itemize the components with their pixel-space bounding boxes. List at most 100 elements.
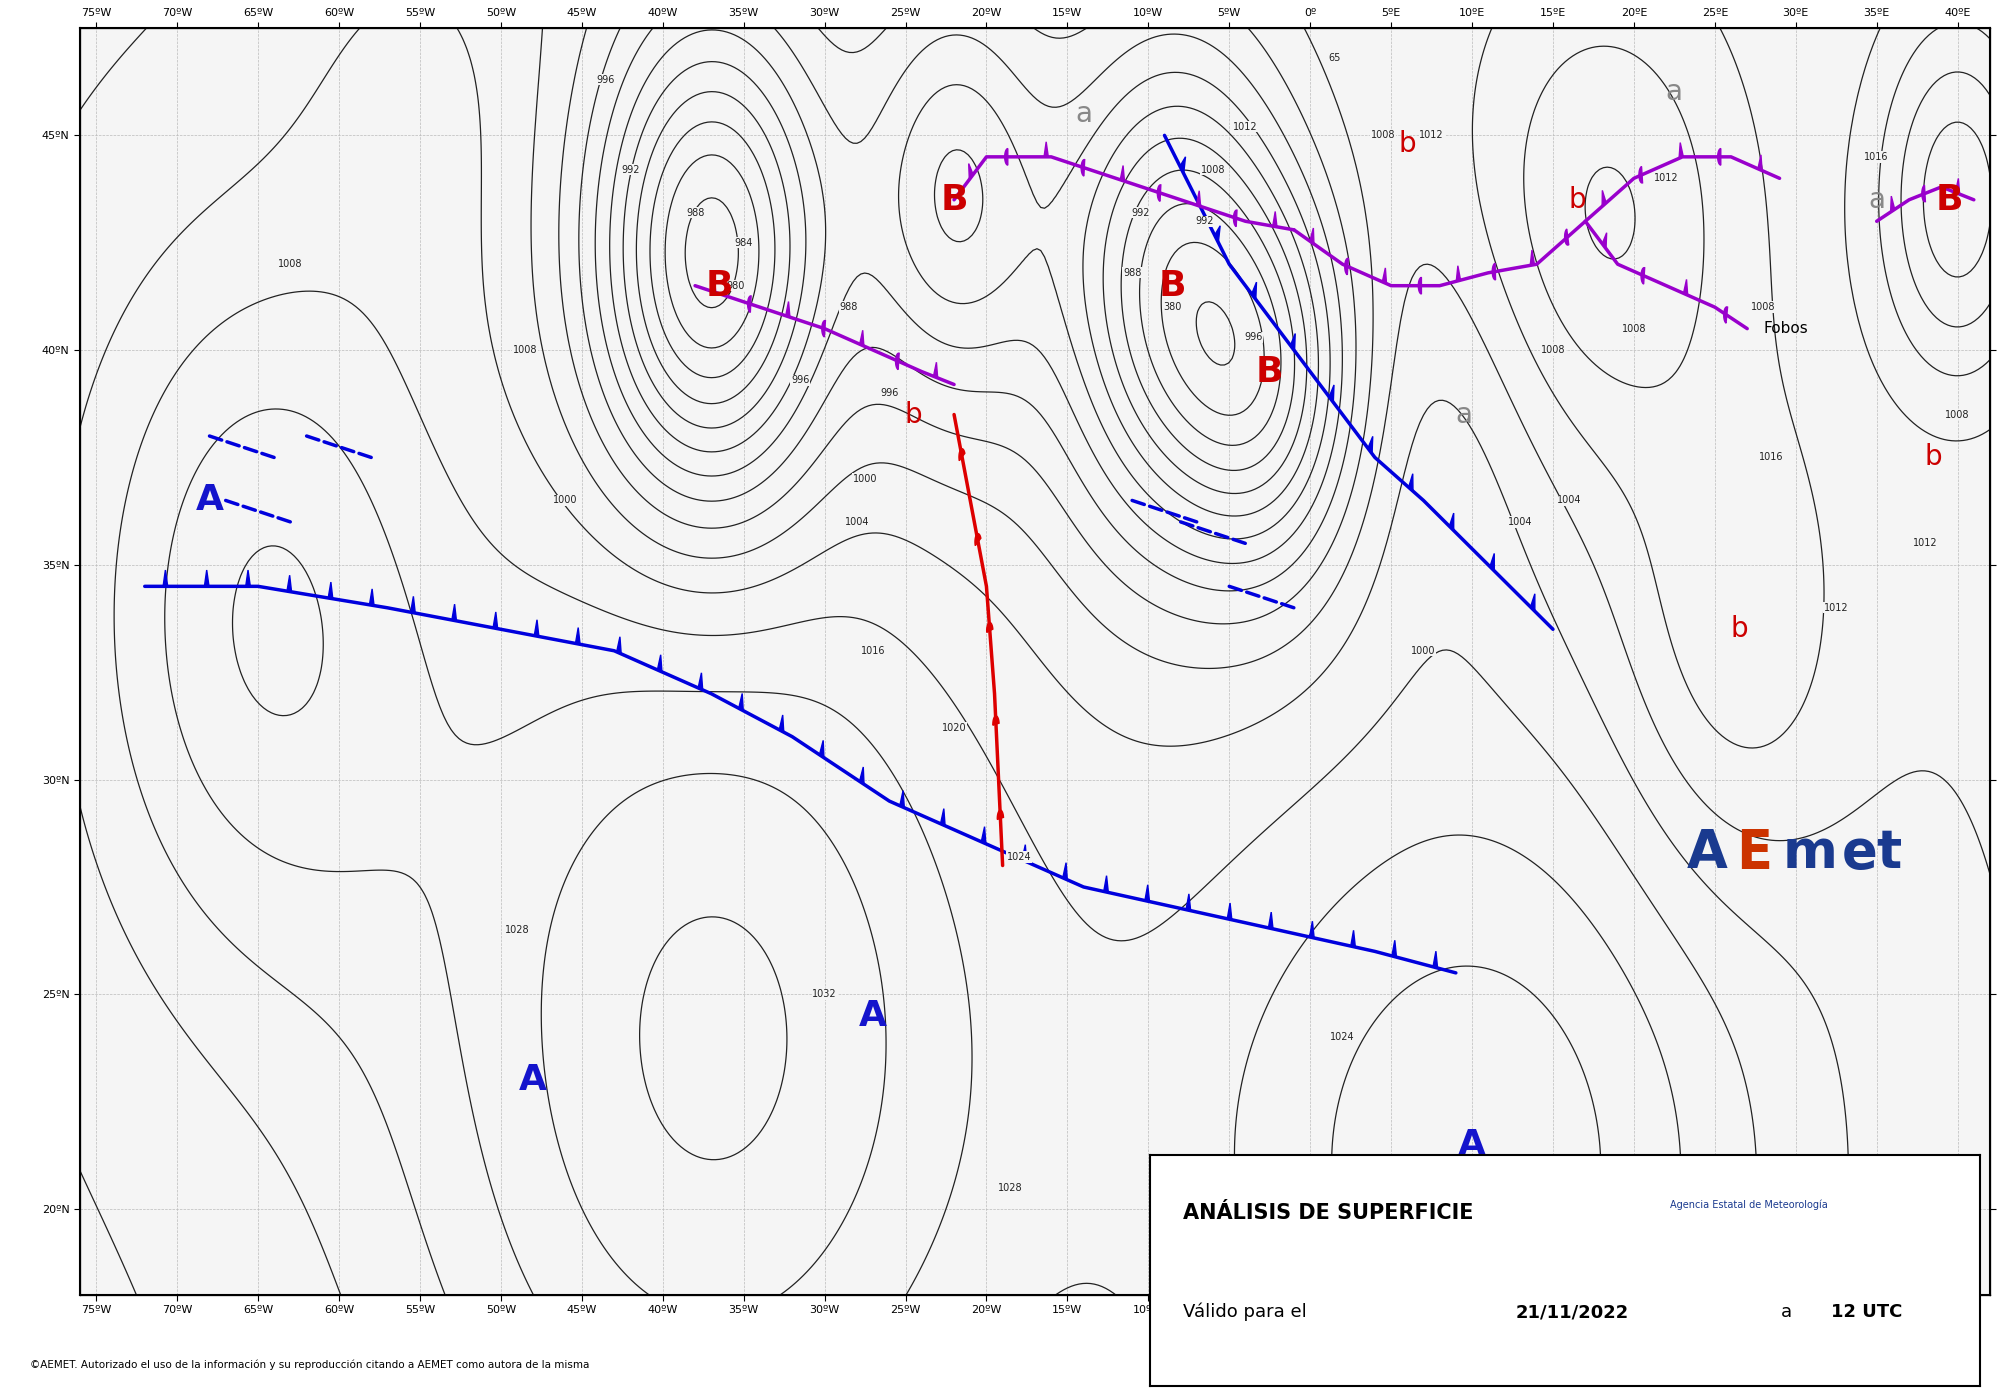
Polygon shape bbox=[1214, 225, 1220, 242]
Polygon shape bbox=[576, 627, 580, 644]
Text: 380: 380 bbox=[1164, 302, 1182, 312]
Polygon shape bbox=[934, 363, 938, 378]
Text: 1016: 1016 bbox=[860, 645, 886, 655]
Text: A: A bbox=[520, 1063, 548, 1098]
Text: t: t bbox=[1876, 826, 1902, 879]
Text: ©AEMET. Autorizado el uso de la información y su reproducción citando a AEMET co: ©AEMET. Autorizado el uso de la informac… bbox=[30, 1359, 590, 1371]
Polygon shape bbox=[246, 570, 250, 587]
Text: e: e bbox=[1842, 826, 1878, 879]
Polygon shape bbox=[1004, 148, 1008, 165]
Text: 988: 988 bbox=[840, 302, 858, 312]
Text: 1000: 1000 bbox=[1412, 645, 1436, 655]
Text: A: A bbox=[196, 483, 224, 518]
Polygon shape bbox=[1392, 941, 1396, 958]
Polygon shape bbox=[748, 295, 752, 312]
Polygon shape bbox=[974, 533, 980, 546]
Text: 992: 992 bbox=[1196, 216, 1214, 227]
Text: A: A bbox=[1688, 826, 1728, 879]
Polygon shape bbox=[698, 673, 702, 690]
Text: a: a bbox=[1666, 78, 1682, 106]
Text: 1008: 1008 bbox=[1200, 165, 1226, 175]
Polygon shape bbox=[860, 767, 864, 784]
Text: 1024: 1024 bbox=[1006, 853, 1032, 862]
Polygon shape bbox=[1432, 951, 1438, 967]
Text: a: a bbox=[1076, 99, 1092, 127]
Text: E: E bbox=[1736, 826, 1772, 879]
Polygon shape bbox=[1638, 167, 1642, 183]
Polygon shape bbox=[494, 612, 498, 629]
Text: 1012: 1012 bbox=[1654, 174, 1678, 183]
Polygon shape bbox=[616, 637, 622, 654]
Polygon shape bbox=[1642, 267, 1644, 284]
Text: 980: 980 bbox=[726, 280, 744, 291]
Polygon shape bbox=[1196, 190, 1200, 206]
Polygon shape bbox=[738, 693, 744, 711]
Polygon shape bbox=[1104, 875, 1108, 892]
Polygon shape bbox=[786, 301, 790, 318]
Text: 996: 996 bbox=[792, 375, 810, 385]
Polygon shape bbox=[1564, 230, 1568, 245]
Text: 984: 984 bbox=[734, 238, 752, 248]
Polygon shape bbox=[1922, 185, 1926, 202]
Polygon shape bbox=[780, 715, 784, 732]
Text: 1012: 1012 bbox=[1420, 130, 1444, 140]
Polygon shape bbox=[370, 589, 374, 606]
Text: b: b bbox=[1398, 130, 1416, 158]
Text: 1008: 1008 bbox=[1752, 302, 1776, 312]
Text: 1012: 1012 bbox=[1234, 122, 1258, 132]
Text: Agencia Estatal de Meteorología: Agencia Estatal de Meteorología bbox=[1670, 1200, 1828, 1210]
Polygon shape bbox=[1350, 931, 1356, 946]
Polygon shape bbox=[1382, 267, 1386, 284]
Text: 1004: 1004 bbox=[1556, 496, 1582, 505]
Polygon shape bbox=[452, 605, 456, 620]
Polygon shape bbox=[1602, 232, 1606, 249]
Polygon shape bbox=[1530, 594, 1534, 612]
Text: 21/11/2022: 21/11/2022 bbox=[1516, 1303, 1628, 1322]
Text: 1008: 1008 bbox=[1622, 323, 1646, 333]
Text: B: B bbox=[1256, 354, 1284, 389]
Text: 1032: 1032 bbox=[812, 990, 836, 1000]
Text: 1016: 1016 bbox=[1760, 452, 1784, 462]
Polygon shape bbox=[1330, 385, 1334, 402]
Text: 1008: 1008 bbox=[1946, 410, 1970, 420]
Polygon shape bbox=[658, 655, 662, 672]
Polygon shape bbox=[410, 596, 416, 613]
Text: A: A bbox=[1458, 1127, 1486, 1162]
Text: B: B bbox=[1158, 269, 1186, 302]
Polygon shape bbox=[1158, 185, 1160, 202]
Text: B: B bbox=[706, 269, 734, 302]
Text: A: A bbox=[860, 998, 888, 1033]
Polygon shape bbox=[1120, 165, 1124, 181]
Polygon shape bbox=[1310, 921, 1314, 938]
Text: ANÁLISIS DE SUPERFICIE: ANÁLISIS DE SUPERFICIE bbox=[1184, 1203, 1474, 1222]
Text: 992: 992 bbox=[1130, 207, 1150, 217]
Polygon shape bbox=[1450, 512, 1454, 531]
Text: b: b bbox=[1730, 615, 1748, 643]
Text: 996: 996 bbox=[596, 74, 616, 84]
Polygon shape bbox=[1490, 553, 1494, 571]
Polygon shape bbox=[1062, 862, 1068, 879]
Text: 1024: 1024 bbox=[1330, 1032, 1354, 1043]
Polygon shape bbox=[822, 321, 826, 337]
Polygon shape bbox=[204, 570, 210, 587]
Polygon shape bbox=[1758, 155, 1762, 171]
Text: Válido para el: Válido para el bbox=[1184, 1303, 1306, 1322]
Polygon shape bbox=[1186, 893, 1190, 910]
Polygon shape bbox=[998, 811, 1004, 819]
Text: 1004: 1004 bbox=[1508, 517, 1532, 526]
Polygon shape bbox=[1234, 210, 1236, 227]
Text: B: B bbox=[1936, 183, 1964, 217]
Polygon shape bbox=[1418, 277, 1422, 294]
Polygon shape bbox=[1368, 437, 1372, 454]
Text: 1000: 1000 bbox=[554, 496, 578, 505]
Polygon shape bbox=[1680, 143, 1684, 158]
Text: 1008: 1008 bbox=[512, 346, 538, 356]
Text: 1008: 1008 bbox=[1370, 130, 1396, 140]
Polygon shape bbox=[1344, 259, 1348, 274]
Polygon shape bbox=[164, 570, 168, 587]
Polygon shape bbox=[1310, 228, 1314, 244]
Polygon shape bbox=[1252, 283, 1256, 300]
Text: 1000: 1000 bbox=[852, 475, 878, 484]
Polygon shape bbox=[1228, 903, 1232, 920]
Polygon shape bbox=[820, 741, 824, 757]
